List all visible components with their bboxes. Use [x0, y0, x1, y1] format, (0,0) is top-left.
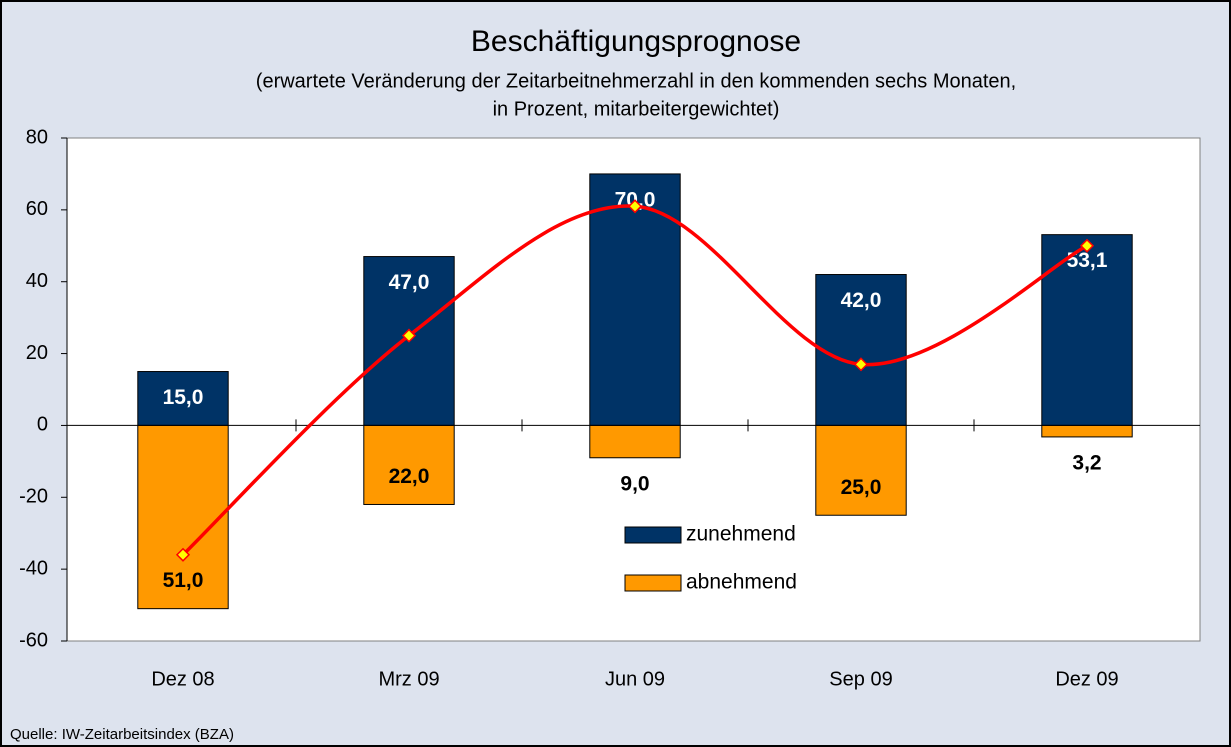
bar	[137, 424, 229, 610]
x-tick-label: Jun 09	[605, 668, 665, 690]
chart-title: Beschäftigungsprognose	[471, 25, 801, 58]
data-label: 47,0	[389, 271, 430, 294]
data-label: 15,0	[163, 386, 204, 409]
y-tick-label: 80	[26, 126, 48, 148]
data-label: 53,1	[1067, 249, 1108, 272]
chart-subtitle: in Prozent, mitarbeitergewichtet)	[493, 98, 780, 120]
line-marker	[627, 199, 643, 214]
data-label: 3,2	[1072, 451, 1101, 474]
y-tick-label: 40	[26, 270, 48, 292]
data-label: 25,0	[841, 476, 882, 499]
line-marker	[401, 328, 417, 343]
x-tick-label: Dez 09	[1055, 668, 1118, 690]
line-marker	[175, 547, 191, 562]
legend-label: abnehmend	[686, 571, 797, 594]
data-label: 22,0	[389, 465, 430, 488]
x-tick-label: Dez 08	[151, 668, 214, 690]
bar	[589, 424, 681, 459]
y-tick-label: 60	[26, 198, 48, 220]
x-tick-label: Mrz 09	[378, 668, 439, 690]
y-tick-label: 20	[26, 342, 48, 364]
bar	[1041, 424, 1133, 438]
source-note: Quelle: IW-Zeitarbeitsindex (BZA)	[10, 726, 234, 743]
bar	[363, 424, 455, 505]
y-tick-label: 0	[37, 414, 48, 436]
data-label: 9,0	[620, 472, 649, 495]
y-tick-label: -60	[19, 629, 48, 651]
data-label: 51,0	[163, 569, 204, 592]
legend-label: zunehmend	[686, 523, 796, 546]
y-tick-label: -20	[19, 486, 48, 508]
legend-swatch	[624, 526, 682, 544]
y-tick-label: -40	[19, 557, 48, 579]
data-label: 42,0	[841, 289, 882, 312]
x-tick-label: Sep 09	[829, 668, 892, 690]
chart-subtitle: (erwartete Veränderung der Zeitarbeitneh…	[256, 70, 1016, 92]
line-marker	[1079, 238, 1095, 253]
legend-swatch	[624, 574, 682, 592]
line-marker	[853, 357, 869, 372]
bar	[815, 424, 907, 516]
